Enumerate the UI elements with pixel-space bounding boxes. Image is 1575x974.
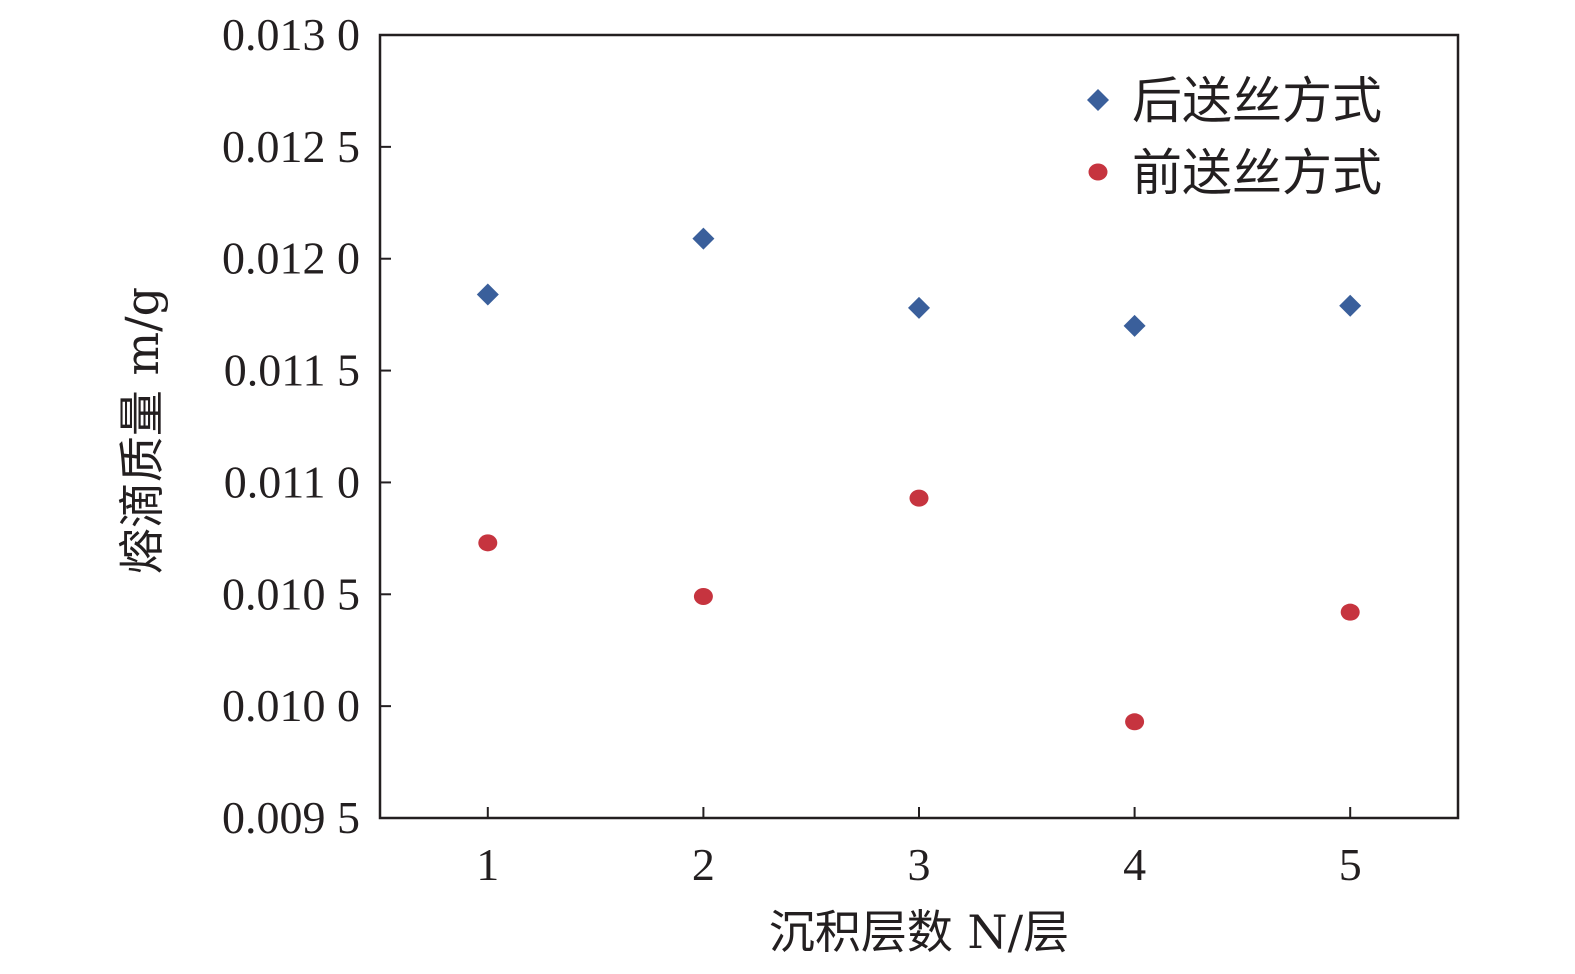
legend-marker bbox=[1087, 89, 1109, 111]
series-1 bbox=[476, 227, 1362, 337]
data-point bbox=[1339, 294, 1362, 317]
y-axis: 0.009 5 0.010 0 0.010 5 0.011 0 0.011 5 0.012… bbox=[222, 9, 391, 843]
y-tick-label: 0.013 0 bbox=[222, 9, 360, 60]
y-tick-label: 0.010 5 bbox=[222, 568, 360, 619]
data-point bbox=[692, 227, 715, 250]
legend-label: 前送丝方式 bbox=[1132, 144, 1382, 202]
data-point bbox=[693, 588, 713, 606]
x-tick-label: 2 bbox=[692, 839, 715, 890]
y-axis-title: 熔滴质量 m/g bbox=[115, 287, 169, 574]
y-tick-label: 0.012 0 bbox=[222, 233, 360, 284]
x-axis-title: 沉积层数 N/层 bbox=[769, 905, 1069, 959]
x-tick-label: 1 bbox=[476, 839, 499, 890]
legend-item: 后送丝方式 bbox=[1087, 72, 1382, 130]
data-point bbox=[908, 296, 930, 319]
data-point bbox=[478, 534, 498, 552]
data-point bbox=[1125, 713, 1145, 731]
x-axis: 1 2 3 4 5 bbox=[476, 807, 1362, 890]
legend-label: 后送丝方式 bbox=[1132, 72, 1382, 130]
y-tick-label: 0.011 5 bbox=[224, 345, 360, 396]
y-tick-label: 0.010 0 bbox=[222, 680, 360, 731]
y-tick-label: 0.011 0 bbox=[224, 456, 360, 507]
y-tick-label: 0.009 5 bbox=[222, 792, 360, 843]
legend-marker bbox=[1088, 163, 1108, 181]
data-point bbox=[1340, 603, 1360, 621]
data-point bbox=[909, 489, 929, 507]
data-point bbox=[476, 283, 499, 306]
series-2 bbox=[478, 489, 1360, 731]
y-tick-label: 0.012 5 bbox=[222, 121, 360, 172]
data-point bbox=[1123, 314, 1146, 337]
x-tick-label: 4 bbox=[1123, 839, 1146, 890]
data-points bbox=[476, 227, 1362, 731]
legend-item: 前送丝方式 bbox=[1088, 144, 1382, 202]
x-tick-label: 5 bbox=[1339, 839, 1362, 890]
x-tick-label: 3 bbox=[908, 839, 931, 890]
